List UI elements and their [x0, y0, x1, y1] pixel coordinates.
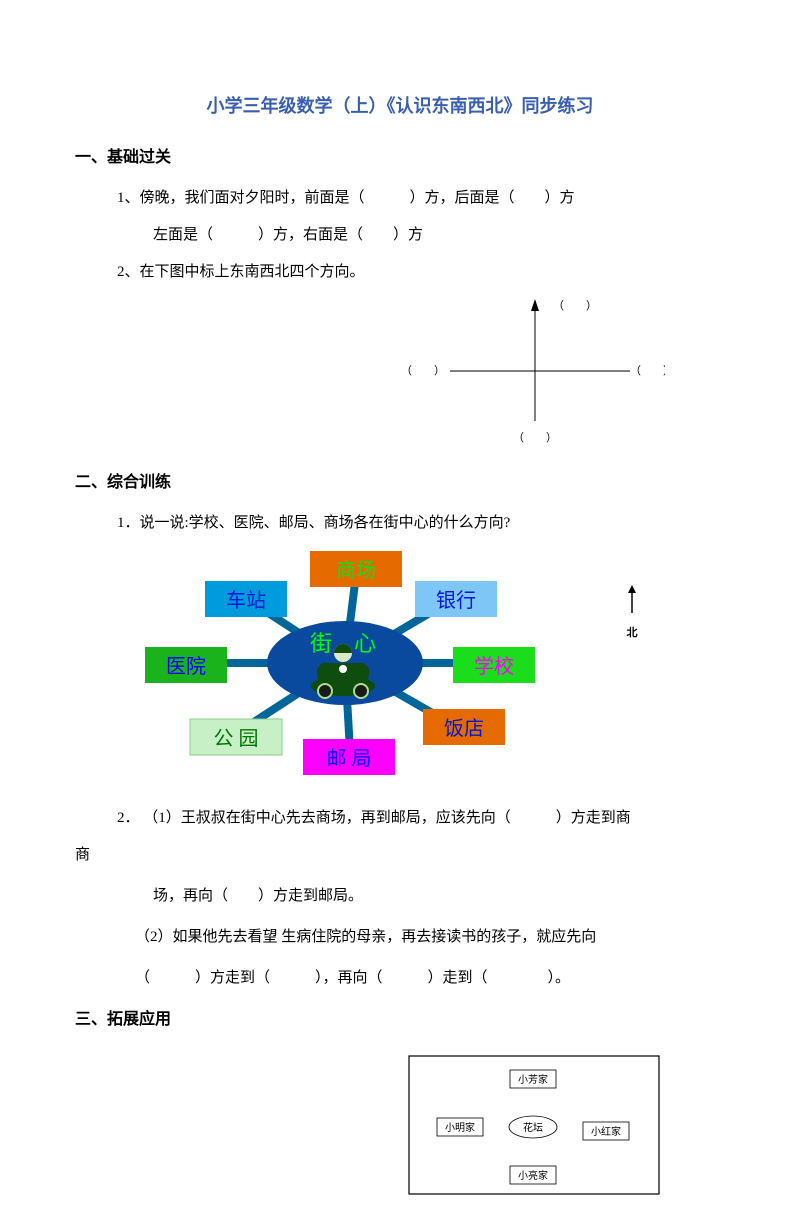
section3-heading: 三、拓展应用	[75, 1006, 725, 1035]
compass-label-bottom: （ ）	[513, 431, 557, 444]
svg-text:饭店: 饭店	[444, 717, 484, 740]
compass-diagram: （ ） （ ） （ ） （ ）	[405, 291, 665, 451]
svg-text:邮 局: 邮 局	[327, 747, 372, 770]
north-indicator: 北	[624, 583, 640, 644]
svg-text:商场: 商场	[336, 559, 376, 582]
node-hospital: 医院	[145, 647, 227, 683]
svg-text:银行: 银行	[436, 589, 476, 612]
svg-text:小红家: 小红家	[591, 1125, 621, 1138]
s2-q2-line4: （ ）方走到（ ），再向（ ）走到（ ）。	[75, 965, 725, 992]
svg-text:小芳家: 小芳家	[518, 1073, 548, 1086]
house-diagram: 小芳家 小明家 花坛 小红家 小亮家	[405, 1052, 665, 1197]
compass-label-left: （ ）	[405, 364, 445, 377]
svg-text:学校: 学校	[474, 655, 514, 678]
svg-text:公 园: 公 园	[214, 728, 259, 750]
node-station: 车站	[205, 581, 287, 617]
node-restaurant: 饭店	[423, 709, 505, 745]
node-bank: 银行	[415, 581, 497, 617]
node-park: 公 园	[190, 719, 282, 755]
svg-text:小亮家: 小亮家	[518, 1169, 548, 1182]
node-school: 学校	[453, 647, 535, 683]
s2-q1: 1．说一说:学校、医院、邮局、商场各在街中心的什么方向?	[75, 510, 725, 537]
node-post: 邮 局	[303, 739, 395, 775]
section1-heading: 一、基础过关	[75, 144, 725, 173]
s2-q2-line3: （2）如果他先去看望 生病住院的母亲，再去接读书的孩子，就应先向	[75, 924, 725, 951]
svg-text:车站: 车站	[226, 589, 266, 612]
s1-q1-line2: 左面是（ ）方，右面是（ ）方	[75, 222, 725, 249]
s1-q1-line1: 1、傍晚，我们面对夕阳时，前面是（ ）方，后面是（ ）方	[75, 185, 725, 212]
s2-q2-line2: 场，再向（ ）方走到邮局。	[75, 883, 725, 910]
s1-q2: 2、在下图中标上东南西北四个方向。	[75, 259, 725, 286]
page-title: 小学三年级数学（上）《认识东南西北》同步练习	[75, 90, 725, 122]
s2-q2-hangout: 商	[75, 842, 725, 869]
compass-label-right: （ ）	[630, 364, 665, 377]
compass-label-top: （ ）	[553, 299, 597, 312]
node-mall: 商场	[310, 551, 402, 587]
street-svg: 街 心 商场 车站 银行 医院 学校 公 园 饭店 邮 局	[135, 551, 555, 781]
s2-q2-line1: 2． （1）王叔叔在街中心先去商场，再到邮局，应该先向（ ）方走到商	[75, 805, 725, 832]
section2-heading: 二、综合训练	[75, 469, 725, 498]
svg-text:医院: 医院	[166, 655, 206, 678]
street-diagram: 北 街 心 商场 车站 银行	[135, 551, 725, 791]
